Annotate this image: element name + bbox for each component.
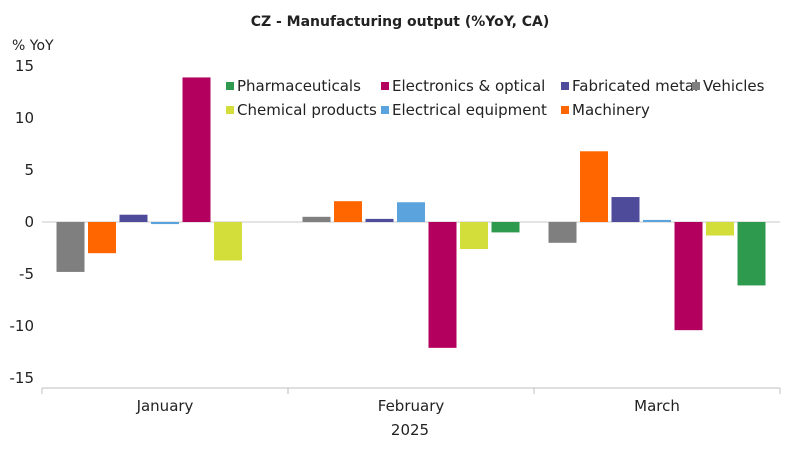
x-tick-label: February [378, 397, 445, 415]
bar [214, 222, 242, 261]
bar [737, 222, 766, 286]
legend-label: Vehicles [703, 77, 765, 95]
x-axis [41, 387, 781, 394]
legend-swatch [381, 106, 389, 114]
bar [674, 222, 703, 331]
legend-label: Fabricated metal [572, 77, 698, 95]
bar [643, 219, 671, 222]
y-tick-label: -5 [19, 265, 34, 283]
legend-label: Machinery [572, 101, 650, 119]
bar [397, 202, 425, 222]
legend: Pharmaceuticals Electronics & optical Fabr… [226, 77, 765, 119]
bar [365, 218, 394, 222]
y-tick-label: 5 [24, 161, 34, 179]
y-tick-label: -10 [10, 317, 35, 335]
x-axis-categories: January February March [136, 397, 680, 415]
bar [56, 222, 85, 272]
y-tick-label: 10 [15, 109, 34, 127]
legend-swatch [561, 106, 569, 114]
bar [611, 197, 640, 222]
y-tick-label: 15 [15, 57, 34, 75]
bar [491, 222, 520, 233]
bar [706, 222, 734, 236]
bar [302, 216, 331, 222]
y-axis-label: % YoY [12, 38, 54, 54]
bar [119, 214, 148, 222]
x-tick-label: January [136, 397, 194, 415]
bar [88, 222, 116, 254]
bar [151, 222, 179, 225]
bar [580, 151, 608, 222]
y-axis-ticks: 15 10 5 0 -5 -10 -15 [10, 57, 35, 387]
bar [460, 222, 488, 250]
x-axis-label: 2025 [391, 421, 429, 439]
x-tick-label: March [634, 397, 680, 415]
legend-label: Pharmaceuticals [237, 77, 361, 95]
legend-swatch [381, 82, 389, 90]
legend-swatch [692, 82, 700, 90]
y-tick-label: 0 [24, 213, 34, 231]
legend-label: Electrical equipment [392, 101, 547, 119]
bar [428, 222, 457, 348]
chart-title: CZ - Manufacturing output (%YoY, CA) [251, 14, 550, 30]
bar [182, 77, 211, 222]
legend-label: Electronics & optical [392, 77, 545, 95]
bar [334, 201, 362, 222]
bars [56, 77, 766, 348]
legend-label: Chemical products [237, 101, 377, 119]
y-tick-label: -15 [10, 369, 35, 387]
bar [548, 222, 577, 243]
legend-swatch [226, 106, 234, 114]
legend-swatch [561, 82, 569, 90]
legend-swatch [226, 82, 234, 90]
